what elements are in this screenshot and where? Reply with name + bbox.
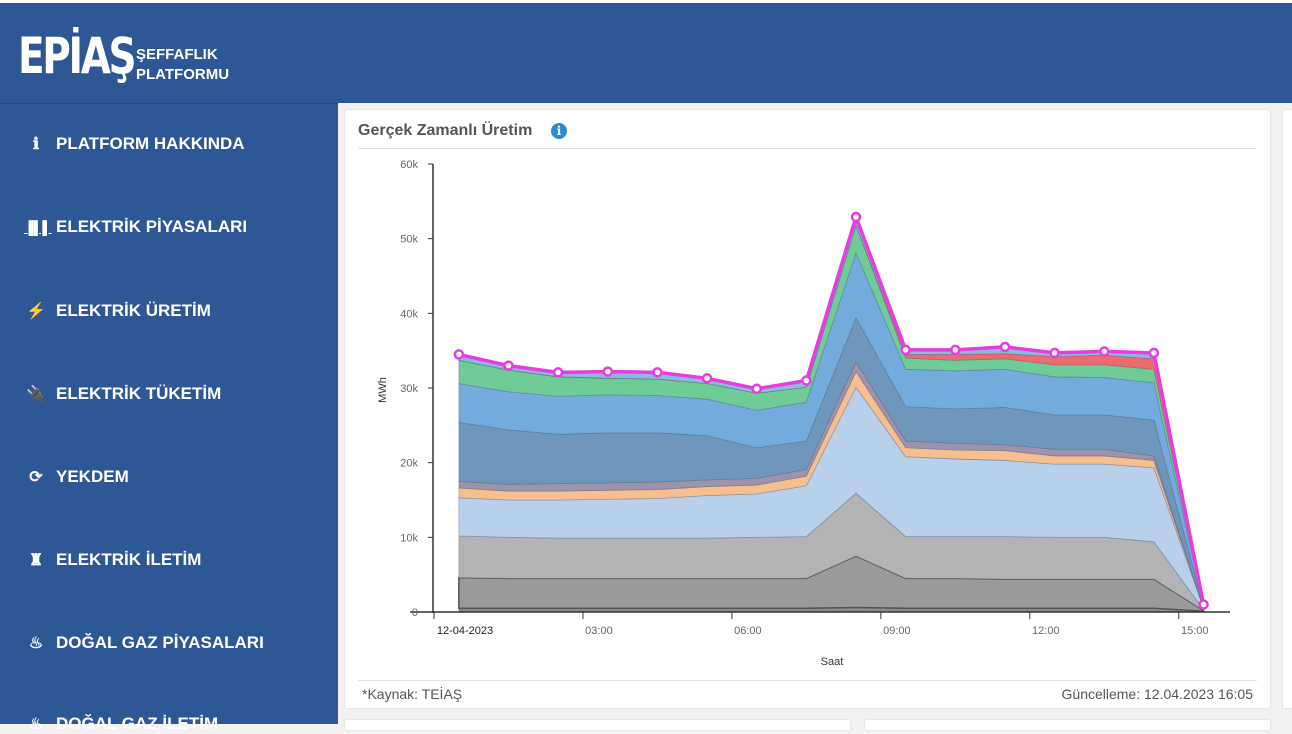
logo-line1: ŞEFFAFLIK	[136, 46, 218, 63]
sidebar-item-label: YEKDEM	[56, 467, 129, 486]
sidebar-item-elektrik-uretim[interactable]: ⚡ ELEKTRİK ÜRETİM	[24, 301, 211, 321]
total-point[interactable]	[503, 360, 514, 371]
total-point[interactable]	[552, 367, 564, 378]
total-point[interactable]	[602, 366, 614, 377]
source-text: *Kaynak: TEİAŞ	[362, 686, 463, 702]
area-series-8	[458, 223, 1204, 606]
header: EPİAŞ ŞEFFAFLIK PLATFORMU	[0, 0, 1292, 103]
total-point[interactable]	[900, 344, 911, 356]
total-point[interactable]	[453, 349, 465, 360]
total-line	[458, 211, 1206, 605]
y-tick-label: 50k	[400, 234, 418, 246]
y-tick-label: 20k	[400, 458, 418, 470]
sidebar-item-dogal-gaz-piyasalari[interactable]: ♨ DOĞAL GAZ PİYASALARI	[24, 633, 264, 653]
total-point[interactable]	[950, 344, 961, 356]
logo-line2: PLATFORMU	[136, 66, 230, 83]
y-tick-label: 0	[412, 607, 418, 619]
bar-chart-icon: ▐▌▌	[24, 219, 52, 235]
divider	[358, 148, 1257, 149]
flame-icon: ♨	[28, 635, 44, 652]
total-point[interactable]	[1049, 347, 1060, 359]
sidebar-item-label: ELEKTRİK PİYASALARI	[56, 217, 248, 236]
sidebar-item-elektrik-iletim[interactable]: ♜ ELEKTRİK İLETİM	[24, 550, 202, 570]
sidebar-item-label: PLATFORM HAKKINDA	[56, 134, 245, 153]
total-point[interactable]	[999, 341, 1011, 353]
x-tick-label: 12:00	[1032, 625, 1060, 637]
sidebar-item-label: ELEKTRİK ÜRETİM	[56, 301, 211, 320]
area-series-5	[458, 361, 1204, 609]
x-tick-label: 03:00	[585, 625, 613, 637]
total-point[interactable]	[701, 373, 713, 384]
total-point[interactable]	[850, 211, 862, 223]
card-title: Gerçek Zamanlı Üretim	[358, 122, 533, 139]
transmission-tower-icon: ♜	[28, 552, 44, 569]
total-point[interactable]	[1198, 599, 1209, 610]
total-point[interactable]	[1099, 346, 1110, 357]
x-axis-label: Saat	[821, 656, 844, 668]
info-circle-icon: ℹ	[32, 136, 40, 153]
side-card	[1283, 110, 1292, 708]
sidebar-item-yekdem[interactable]: ⟳ YEKDEM	[24, 467, 129, 487]
y-axis-label: MWh	[377, 377, 389, 403]
total-point[interactable]	[652, 367, 663, 378]
total-point[interactable]	[1148, 347, 1160, 359]
sidebar-item-elektrik-tuketim[interactable]: 🔌 ELEKTRİK TÜKETİM	[24, 384, 221, 404]
x-tick-label: 09:00	[883, 625, 911, 637]
plug-icon: 🔌	[26, 386, 46, 403]
y-tick-label: 60k	[400, 159, 418, 171]
lightning-icon: ⚡	[26, 303, 46, 320]
sidebar-item-elektrik-piyasalari[interactable]: ▐▌▌ ELEKTRİK PİYASALARI	[24, 217, 247, 237]
y-tick-label: 40k	[400, 308, 418, 320]
refresh-icon: ⟳	[29, 469, 43, 486]
x-tick-label: 12-04-2023	[437, 625, 493, 637]
info-circle-icon[interactable]: i	[551, 123, 567, 139]
sidebar-item-label: DOĞAL GAZ PİYASALARI	[56, 633, 264, 652]
total-point[interactable]	[751, 383, 762, 394]
sidebar-item-label: ELEKTRİK TÜKETİM	[56, 384, 222, 403]
y-tick-label: 10k	[400, 532, 418, 544]
area-series-4	[458, 370, 1204, 609]
x-tick-label: 15:00	[1181, 625, 1209, 637]
total-point[interactable]	[801, 375, 812, 386]
sidebar-item-platform-hakkinda[interactable]: ℹ PLATFORM HAKKINDA	[24, 134, 245, 154]
x-tick-label: 06:00	[734, 625, 762, 637]
epias-logo[interactable]: EPİAŞ ŞEFFAFLIK PLATFORMU	[18, 25, 229, 87]
y-tick-label: 30k	[400, 383, 418, 395]
sidebar-item-label: ELEKTRİK İLETİM	[56, 550, 202, 569]
updated-text: Güncelleme: 12.04.2023 16:05	[1061, 686, 1253, 702]
divider	[358, 680, 1257, 681]
